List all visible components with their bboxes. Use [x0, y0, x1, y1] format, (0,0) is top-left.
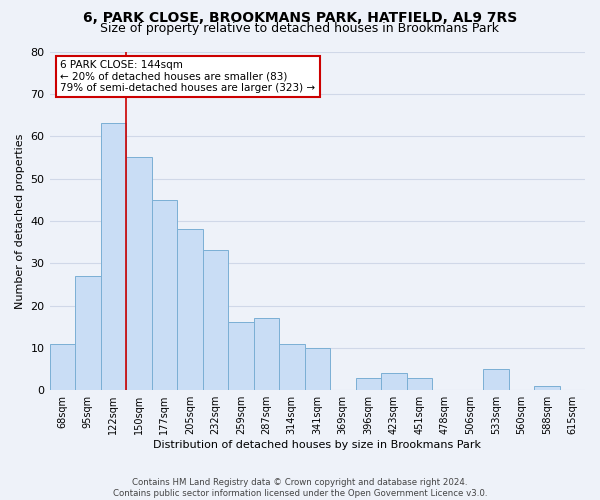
Bar — [50, 344, 75, 390]
Text: 6 PARK CLOSE: 144sqm
← 20% of detached houses are smaller (83)
79% of semi-detac: 6 PARK CLOSE: 144sqm ← 20% of detached h… — [60, 60, 316, 93]
Bar — [203, 250, 228, 390]
Bar — [483, 369, 509, 390]
Text: Contains HM Land Registry data © Crown copyright and database right 2024.
Contai: Contains HM Land Registry data © Crown c… — [113, 478, 487, 498]
Text: 6, PARK CLOSE, BROOKMANS PARK, HATFIELD, AL9 7RS: 6, PARK CLOSE, BROOKMANS PARK, HATFIELD,… — [83, 11, 517, 25]
Bar — [305, 348, 330, 390]
Bar — [126, 158, 152, 390]
Bar — [534, 386, 560, 390]
Bar — [356, 378, 381, 390]
Bar — [152, 200, 177, 390]
Bar — [101, 124, 126, 390]
Bar — [177, 230, 203, 390]
X-axis label: Distribution of detached houses by size in Brookmans Park: Distribution of detached houses by size … — [153, 440, 481, 450]
Bar — [279, 344, 305, 390]
Bar — [254, 318, 279, 390]
Bar — [381, 374, 407, 390]
Y-axis label: Number of detached properties: Number of detached properties — [15, 133, 25, 308]
Bar — [228, 322, 254, 390]
Bar — [407, 378, 432, 390]
Bar — [75, 276, 101, 390]
Text: Size of property relative to detached houses in Brookmans Park: Size of property relative to detached ho… — [101, 22, 499, 35]
